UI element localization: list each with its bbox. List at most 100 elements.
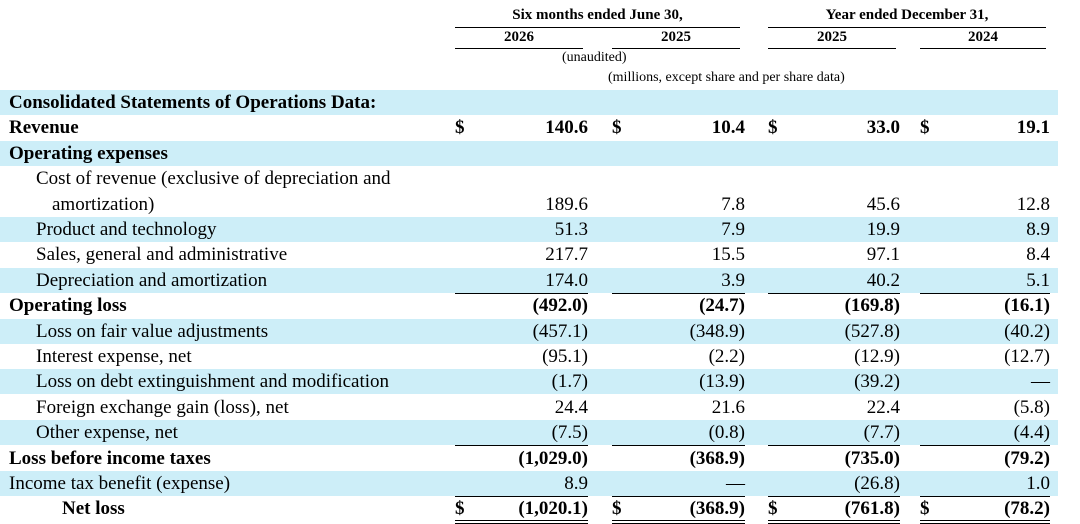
row-shading (0, 420, 1058, 446)
table-row: amortization) 189.6 7.8 45.6 12.8 (0, 192, 1080, 217)
header-year-2026: 2026 (504, 29, 534, 45)
value-cell: (492.0) (532, 295, 588, 317)
units-note: (millions, except share and per share da… (608, 70, 845, 85)
value-cell: (79.2) (1004, 447, 1050, 469)
dollar-sign: $ (920, 498, 930, 520)
value-cell: (169.8) (844, 295, 900, 317)
row-label: Operating loss (9, 295, 127, 317)
header-year-ended: Year ended December 31, (825, 7, 989, 23)
header-year-2025-full: 2025 (817, 29, 847, 45)
header-rule (455, 27, 740, 28)
subtotal-rule (920, 445, 1050, 447)
value-cell: (16.1) (1004, 295, 1050, 317)
subtotal-rule (455, 292, 588, 294)
row-shading (0, 471, 1058, 496)
row-label: Consolidated Statements of Operations Da… (9, 92, 377, 113)
subtotal-rule (455, 445, 588, 447)
row-label: Loss on fair value adjustments (36, 320, 269, 342)
value-cell: (4.4) (1013, 422, 1050, 444)
value-cell: (761.8) (844, 498, 900, 520)
value-cell: 7.8 (721, 193, 745, 215)
value-cell: (12.9) (854, 346, 900, 367)
value-cell: (26.8) (854, 473, 900, 494)
table-row: Loss on debt extinguishment and modifica… (0, 369, 1080, 395)
value-cell: (5.8) (1013, 396, 1050, 418)
value-cell: (368.9) (689, 498, 745, 520)
table-row: Other expense, net (7.5) (0.8) (7.7) (4.4) (0, 420, 1080, 447)
value-cell: 33.0 (866, 117, 900, 139)
row-label: amortization) (52, 193, 155, 215)
dollar-sign: $ (455, 498, 465, 520)
row-label: Loss before income taxes (9, 447, 211, 469)
subtotal-rule (920, 496, 1050, 497)
table-row: Operating loss (492.0) (24.7) (169.8) (16.1) (0, 293, 1080, 318)
table-row: Loss on fair value adjustments (457.1) (34… (0, 318, 1080, 344)
row-label: Cost of revenue (exclusive of depreciati… (36, 168, 391, 190)
value-cell: 3.9 (721, 269, 745, 291)
value-cell: 40.2 (866, 269, 900, 291)
value-cell: 97.1 (866, 244, 900, 266)
value-cell: 19.1 (1016, 117, 1050, 139)
row-shading (0, 318, 1058, 344)
row-label: Income tax benefit (expense) (9, 473, 231, 494)
value-cell: (1.7) (551, 371, 588, 393)
value-cell: (39.2) (854, 371, 900, 393)
subtotal-rule (612, 445, 745, 447)
row-label: Product and technology (36, 219, 217, 240)
row-shading (0, 267, 1058, 293)
value-cell: 45.6 (866, 193, 900, 215)
dollar-sign: $ (920, 117, 930, 139)
value-cell: 8.9 (1026, 219, 1050, 240)
dollar-sign: $ (612, 498, 622, 520)
value-cell: (12.7) (1004, 346, 1050, 367)
value-cell: 22.4 (866, 396, 900, 418)
header-six-months: Six months ended June 30, (512, 7, 683, 23)
value-cell: (457.1) (532, 320, 588, 342)
subtotal-rule (768, 445, 900, 447)
value-cell: 174.0 (545, 269, 588, 291)
value-cell: — (1031, 371, 1050, 393)
value-cell: (348.9) (689, 320, 745, 342)
subtotal-rule (612, 292, 745, 294)
value-cell: 189.6 (545, 193, 588, 215)
value-cell: (0.8) (708, 422, 745, 444)
row-label: Foreign exchange gain (loss), net (36, 396, 289, 418)
table-row: Sales, general and administrative 217.7 15… (0, 242, 1080, 267)
value-cell: (1,020.1) (518, 498, 588, 520)
value-cell: (7.7) (863, 422, 900, 444)
dollar-sign: $ (612, 117, 622, 139)
table-row: Product and technology 51.3 7.9 19.9 8.9 (0, 217, 1080, 242)
row-label: Other expense, net (36, 422, 178, 444)
row-shading (0, 90, 1058, 115)
value-cell: (13.9) (699, 371, 745, 393)
value-cell: 8.9 (564, 473, 588, 494)
row-shading (0, 140, 1058, 166)
header-year-2024: 2024 (968, 29, 998, 45)
row-label: Sales, general and administrative (36, 244, 288, 266)
value-cell: 15.5 (711, 244, 745, 266)
row-label: Net loss (62, 498, 125, 520)
value-cell: (368.9) (689, 447, 745, 469)
total-double-rule (455, 520, 588, 524)
value-cell: 19.9 (866, 219, 900, 240)
header-rule (768, 48, 896, 49)
header-rule (768, 27, 1046, 28)
value-cell: (78.2) (1004, 498, 1050, 520)
row-shading (0, 217, 1058, 242)
value-cell: 5.1 (1026, 269, 1050, 291)
row-label: Revenue (9, 117, 79, 139)
subtotal-rule (612, 496, 745, 497)
table-row: Revenue $140.6 $10.4 $33.0 $19.1 (0, 115, 1080, 140)
value-cell: 7.9 (721, 219, 745, 240)
row-label: Operating expenses (9, 142, 168, 164)
subtotal-rule (920, 292, 1050, 294)
header-rule (455, 48, 583, 49)
table-row: Loss before income taxes (1,029.0) (368.9)… (0, 446, 1080, 471)
dollar-sign: $ (768, 498, 778, 520)
value-cell: 51.3 (554, 219, 588, 240)
value-cell: (735.0) (844, 447, 900, 469)
table-row: Operating expenses (0, 140, 1080, 166)
table-row: Cost of revenue (exclusive of depreciati… (0, 166, 1080, 191)
value-cell: (527.8) (844, 320, 900, 342)
row-label: Loss on debt extinguishment and modifica… (36, 371, 390, 393)
